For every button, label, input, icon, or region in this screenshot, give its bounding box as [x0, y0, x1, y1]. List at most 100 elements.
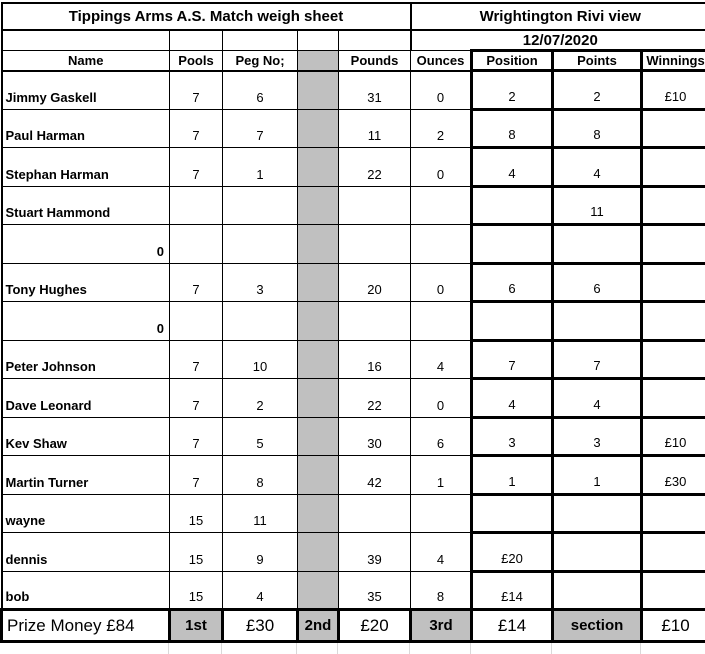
cell-pounds[interactable]: 11 — [337, 108, 412, 148]
cell-ounces[interactable]: 8 — [410, 570, 473, 610]
empty-cell[interactable] — [337, 29, 412, 51]
cell-pools[interactable]: 7 — [169, 70, 223, 110]
col-header-pounds[interactable]: Pounds — [337, 50, 412, 72]
cell-pounds[interactable]: 39 — [337, 532, 412, 572]
col-header-position[interactable]: Position — [470, 49, 555, 72]
cell-pounds[interactable]: 35 — [337, 570, 412, 610]
cell-position[interactable]: 8 — [470, 107, 555, 149]
cell-pounds[interactable]: 16 — [337, 339, 412, 379]
cell-peg-no[interactable]: 5 — [222, 416, 298, 456]
cell-points[interactable]: 4 — [551, 146, 644, 188]
cell-ounces[interactable]: 0 — [410, 262, 473, 302]
cell-spacer[interactable] — [297, 224, 339, 264]
cell-name[interactable]: Jimmy Gaskell — [1, 70, 170, 110]
cell-peg-no[interactable] — [222, 301, 298, 341]
cell-winnings[interactable]: £10 — [640, 415, 705, 457]
prize-first-label[interactable]: 1st — [168, 608, 224, 643]
cell-pounds[interactable] — [337, 493, 412, 533]
cell-spacer[interactable] — [297, 185, 339, 225]
cell-spacer[interactable] — [297, 147, 339, 187]
cell-position[interactable]: 4 — [470, 146, 555, 188]
cell-name[interactable]: 0 — [1, 301, 170, 341]
cell-spacer[interactable] — [297, 301, 339, 341]
cell-ounces[interactable]: 0 — [410, 378, 473, 418]
cell-pools[interactable]: 7 — [169, 378, 223, 418]
cell-points[interactable]: 2 — [551, 69, 644, 111]
cell-position[interactable]: £20 — [470, 531, 555, 573]
cell-pools[interactable]: 7 — [169, 339, 223, 379]
cell-ounces[interactable] — [410, 185, 473, 225]
cell-position[interactable]: £14 — [470, 569, 555, 611]
cell-position[interactable]: 7 — [470, 338, 555, 380]
cell-position[interactable]: 1 — [470, 454, 555, 496]
cell-position[interactable]: 4 — [470, 377, 555, 419]
col-header-ounces[interactable]: Ounces — [410, 50, 473, 72]
cell-ounces[interactable]: 0 — [410, 70, 473, 110]
cell-points[interactable] — [551, 300, 644, 342]
cell-peg-no[interactable]: 7 — [222, 108, 298, 148]
cell-ounces[interactable]: 6 — [410, 416, 473, 456]
cell-winnings[interactable] — [640, 531, 705, 573]
cell-points[interactable] — [551, 569, 644, 611]
cell-peg-no[interactable]: 10 — [222, 339, 298, 379]
cell-spacer[interactable] — [297, 416, 339, 456]
cell-position[interactable]: 6 — [470, 261, 555, 303]
cell-pounds[interactable]: 22 — [337, 147, 412, 187]
cell-winnings[interactable] — [640, 261, 705, 303]
prize-section-value[interactable]: £10 — [640, 608, 705, 643]
cell-peg-no[interactable]: 3 — [222, 262, 298, 302]
cell-spacer[interactable] — [297, 70, 339, 110]
cell-winnings[interactable] — [640, 338, 705, 380]
cell-name[interactable]: Tony Hughes — [1, 262, 170, 302]
col-header-spacer[interactable] — [297, 50, 339, 72]
prize-third-label[interactable]: 3rd — [409, 608, 474, 643]
cell-pounds[interactable]: 42 — [337, 455, 412, 495]
cell-pools[interactable] — [169, 301, 223, 341]
cell-pools[interactable]: 7 — [169, 262, 223, 302]
empty-cell[interactable] — [169, 29, 223, 51]
cell-ounces[interactable]: 0 — [410, 147, 473, 187]
cell-name[interactable]: Stephan Harman — [1, 147, 170, 187]
col-header-name[interactable]: Name — [1, 50, 170, 72]
cell-name[interactable]: Stuart Hammond — [1, 185, 170, 225]
cell-pools[interactable] — [169, 185, 223, 225]
cell-ounces[interactable]: 4 — [410, 339, 473, 379]
cell-pools[interactable]: 7 — [169, 416, 223, 456]
cell-pools[interactable]: 7 — [169, 108, 223, 148]
cell-spacer[interactable] — [297, 262, 339, 302]
cell-points[interactable]: 11 — [551, 184, 644, 226]
cell-pounds[interactable]: 20 — [337, 262, 412, 302]
cell-ounces[interactable]: 2 — [410, 108, 473, 148]
cell-ounces[interactable] — [410, 493, 473, 533]
cell-pools[interactable]: 15 — [169, 493, 223, 533]
cell-winnings[interactable]: £10 — [640, 69, 705, 111]
cell-points[interactable]: 6 — [551, 261, 644, 303]
cell-peg-no[interactable] — [222, 185, 298, 225]
cell-spacer[interactable] — [297, 339, 339, 379]
cell-name[interactable]: Peter Johnson — [1, 339, 170, 379]
cell-points[interactable] — [551, 492, 644, 534]
cell-ounces[interactable] — [410, 301, 473, 341]
cell-points[interactable]: 7 — [551, 338, 644, 380]
cell-peg-no[interactable]: 6 — [222, 70, 298, 110]
col-header-winnings[interactable]: Winnings — [640, 49, 705, 72]
match-date[interactable]: 12/07/2020 — [409, 29, 705, 51]
cell-peg-no[interactable]: 1 — [222, 147, 298, 187]
cell-pools[interactable]: 15 — [169, 532, 223, 572]
cell-peg-no[interactable] — [222, 224, 298, 264]
cell-pounds[interactable]: 30 — [337, 416, 412, 456]
cell-name[interactable]: Dave Leonard — [1, 378, 170, 418]
cell-position[interactable] — [470, 184, 555, 226]
cell-spacer[interactable] — [297, 378, 339, 418]
cell-pools[interactable] — [169, 224, 223, 264]
cell-name[interactable]: Martin Turner — [1, 455, 170, 495]
cell-ounces[interactable] — [410, 224, 473, 264]
cell-winnings[interactable] — [640, 146, 705, 188]
cell-winnings[interactable] — [640, 223, 705, 265]
col-header-points[interactable]: Points — [551, 49, 644, 72]
cell-ounces[interactable]: 4 — [410, 532, 473, 572]
prize-third-value[interactable]: £14 — [470, 608, 555, 643]
cell-spacer[interactable] — [297, 570, 339, 610]
cell-name[interactable]: dennis — [1, 532, 170, 572]
cell-spacer[interactable] — [297, 532, 339, 572]
